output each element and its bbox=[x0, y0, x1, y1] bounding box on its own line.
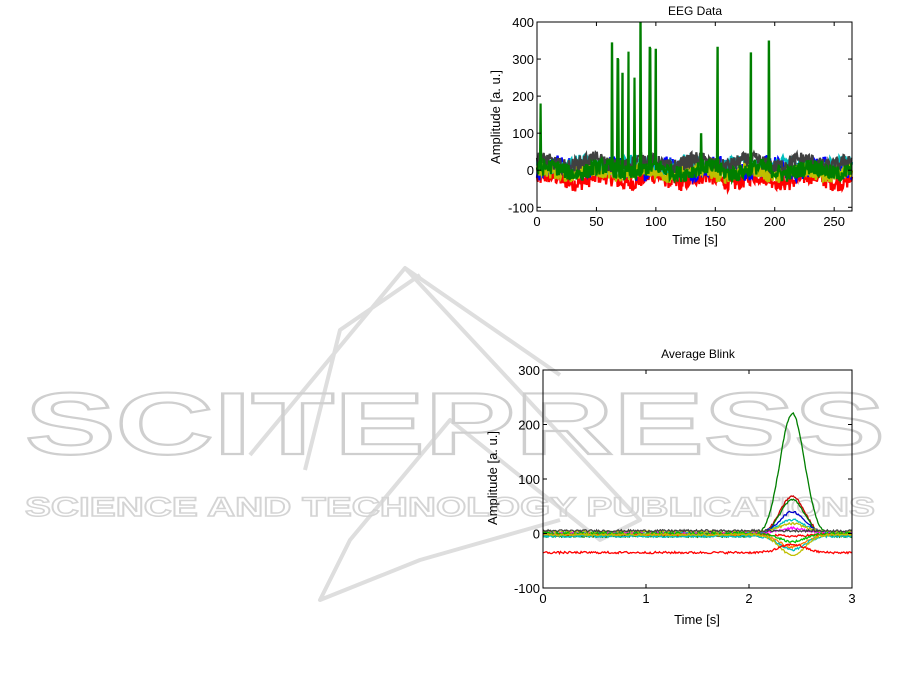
y-tick-label: 400 bbox=[512, 15, 534, 30]
series-group bbox=[542, 412, 853, 557]
series-group bbox=[535, 21, 854, 196]
y-tick-label: 0 bbox=[527, 163, 534, 178]
y-tick-label: 200 bbox=[512, 89, 534, 104]
y-tick-label: -100 bbox=[508, 200, 534, 215]
eeg-series-line bbox=[535, 21, 853, 186]
x-tick-label: 50 bbox=[589, 214, 603, 229]
watermark-book-icon bbox=[248, 266, 642, 602]
watermark: SCITEPRESS SCIENCE AND TECHNOLOGY PUBLIC… bbox=[24, 266, 886, 602]
x-tick-label: 3 bbox=[848, 591, 855, 606]
x-tick-label: 0 bbox=[539, 591, 546, 606]
y-axis-label: Amplitude [a. u.] bbox=[488, 70, 503, 164]
chart-title: EEG Data bbox=[668, 4, 722, 18]
x-tick-label: 250 bbox=[823, 214, 845, 229]
chart-title: Average Blink bbox=[661, 347, 736, 361]
y-tick-label: 300 bbox=[512, 52, 534, 67]
watermark-word: SCITEPRESS bbox=[25, 374, 885, 473]
x-axis-label: Time [s] bbox=[674, 612, 720, 627]
y-axis-label: Amplitude [a. u.] bbox=[485, 431, 500, 525]
x-tick-label: 200 bbox=[764, 214, 786, 229]
average-blink-chart: Average Blink Time [s] Amplitude [a. u.]… bbox=[485, 347, 856, 627]
plot-frame bbox=[536, 21, 853, 212]
y-tick-label: -100 bbox=[514, 581, 540, 596]
eeg-data-chart: EEG Data Time [s] Amplitude [a. u.] 0 50 1… bbox=[488, 4, 854, 247]
y-tick-label: 0 bbox=[533, 527, 540, 542]
y-tick-label: 100 bbox=[512, 126, 534, 141]
y-tick-label: 200 bbox=[518, 418, 540, 433]
blink-series-line bbox=[542, 542, 853, 556]
x-tick-label: 1 bbox=[642, 591, 649, 606]
watermark-subtitle: SCIENCE AND TECHNOLOGY PUBLICATIONS bbox=[25, 492, 875, 522]
eeg-series-line bbox=[535, 149, 853, 178]
y-tick-label: 100 bbox=[518, 472, 540, 487]
blink-series-line bbox=[542, 528, 853, 534]
y-tick-label: 300 bbox=[518, 363, 540, 378]
x-tick-label: 2 bbox=[745, 591, 752, 606]
x-tick-label: 0 bbox=[533, 214, 540, 229]
x-axis-label: Time [s] bbox=[672, 232, 718, 247]
x-tick-label: 150 bbox=[704, 214, 726, 229]
x-tick-label: 100 bbox=[645, 214, 667, 229]
blink-series-line bbox=[542, 532, 853, 557]
